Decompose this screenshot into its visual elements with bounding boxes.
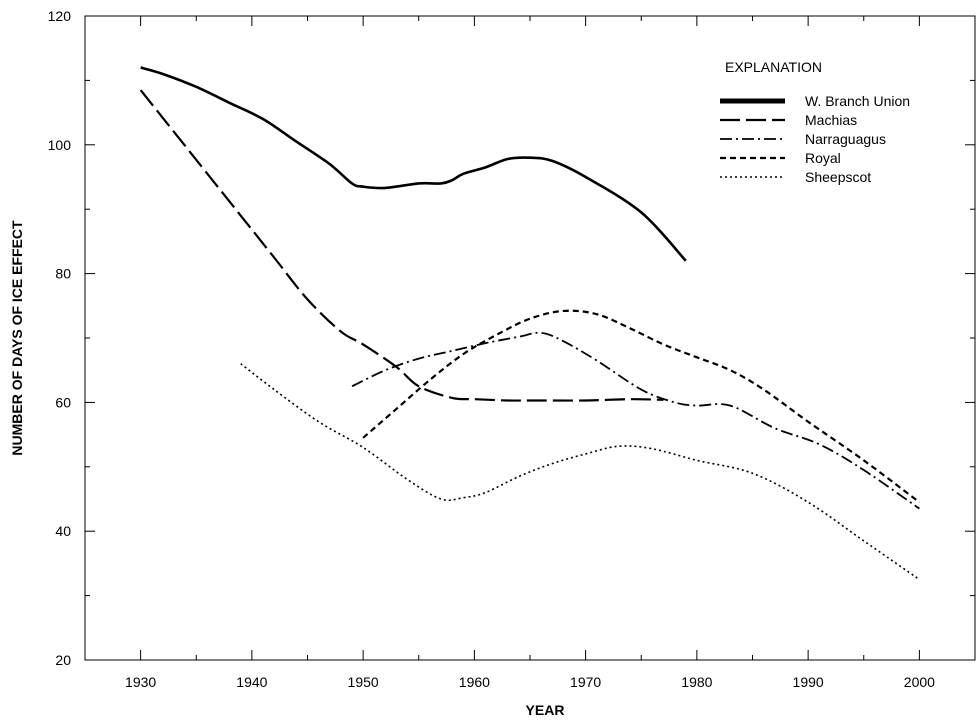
legend-label-sheepscot: Sheepscot [805,169,871,185]
y-tick-label: 100 [48,137,72,153]
y-tick-label: 60 [55,394,71,410]
series-lines [139,66,921,581]
legend-label-narraguagus: Narraguagus [805,131,886,147]
y-tick-label: 120 [48,8,72,24]
y-tick-label: 40 [55,523,71,539]
series-line-machias [139,89,664,402]
legend-label-royal: Royal [805,150,841,166]
x-tick-label: 1930 [125,674,156,690]
x-tick-label: 2000 [904,674,935,690]
series-line-w-branch-union [140,66,687,262]
y-axis: 20 40 60 80 100 120 [48,8,975,668]
x-tick-label: 1980 [681,674,712,690]
x-axis-title: YEAR [526,702,565,718]
x-tick-label: 1940 [236,674,267,690]
legend-label-machias: Machias [805,112,857,128]
x-tick-label: 1950 [348,674,379,690]
y-tick-label: 20 [55,652,71,668]
series-line-narraguagus [351,331,920,510]
x-tick-label: 1970 [570,674,601,690]
x-tick-label: 1990 [793,674,824,690]
x-axis: 1930 1940 1950 1960 1970 1980 1990 2000 [84,16,976,690]
y-tick-label: 80 [55,266,71,282]
legend-label-w-branch-union: W. Branch Union [805,93,910,109]
series-line-sheepscot [240,363,920,581]
y-axis-title: NUMBER OF DAYS OF ICE EFFECT [9,220,25,456]
x-tick-label: 1960 [459,674,490,690]
legend: EXPLANATION W. Branch Union Machias Narrag… [720,59,910,185]
legend-title: EXPLANATION [725,59,822,75]
series-line-royal [362,309,921,504]
